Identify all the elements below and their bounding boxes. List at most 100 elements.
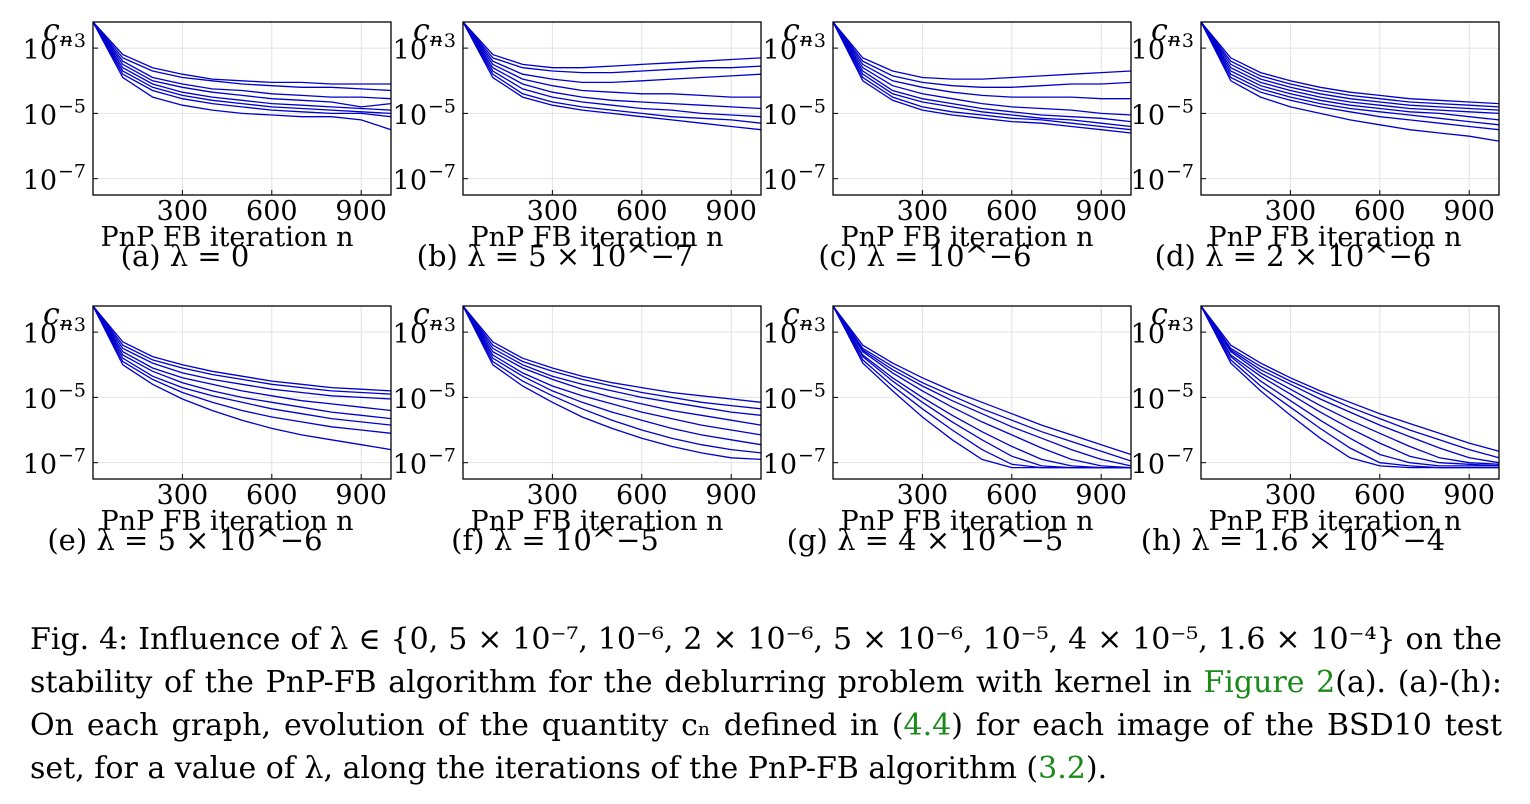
series-line-1 [92,305,392,392]
y-tick-exponent: −3 [1166,314,1194,336]
series-line-1 [92,21,391,85]
x-axis-label: PnP FB iteration n [470,506,723,537]
y-tick-exponent: −5 [428,95,456,117]
series-line-5 [832,305,1131,469]
series-line-5 [1200,21,1500,121]
plot-frame [462,21,762,196]
series-line-7 [92,21,392,118]
caption-c: (c) λ = 10^−6 [818,239,1032,273]
series-line-1 [832,305,1132,456]
caption-e: (e) λ = 5 × 10^−6 [47,523,323,557]
series-line-2 [462,305,762,410]
y-tick-label: 10 [393,384,427,415]
series-line-4 [92,305,392,412]
series-line-6 [832,21,1132,128]
series-line-6 [832,305,1131,469]
y-tick-label: 10 [23,166,57,197]
panel-c: 300 600 900 10 −3 10 −5 10 −7 cn PnP FB iteration … [740,0,1132,290]
x-tick-label: 600 [246,196,298,227]
series-line-8 [462,21,762,131]
y-tick-exponent: −3 [428,314,456,336]
caption-d: (d) λ = 2 × 10^−6 [1154,239,1432,273]
eq-4-4-link[interactable]: 4.4 [903,708,952,743]
x-tick-label: 300 [527,196,579,227]
y-tick-label: 10 [23,100,57,131]
x-tick-label: 900 [1443,480,1495,511]
x-tick-label: 900 [335,196,387,227]
y-axis-label: cn [43,297,73,335]
series-line-3 [92,21,392,100]
y-tick-exponent: −5 [428,379,456,401]
y-tick-label: 10 [393,35,427,66]
series-line-4 [462,305,762,426]
panel-f: 300 600 900 10 −3 10 −5 10 −7 cn PnP FB iteration … [370,284,762,574]
y-axis-label: cn [783,13,813,51]
series-line-1 [832,21,1132,80]
x-axis-label: PnP FB iteration n [1208,506,1461,537]
y-tick-exponent: −3 [58,30,86,52]
y-tick-label: 10 [1131,100,1165,131]
y-tick-label: 10 [763,319,797,350]
series-line-1 [1200,305,1500,452]
series-line-2 [832,305,1132,462]
y-tick-label: 10 [23,35,57,66]
series-line-7 [462,305,762,454]
panel-g: 300 600 900 10 −3 10 −5 10 −7 cn PnP FB iteration … [740,284,1132,574]
plot-frame [1200,305,1500,480]
x-axis-label: PnP FB iteration n [1208,222,1461,253]
figure-2-link[interactable]: Figure 2 [1203,665,1336,700]
series-line-5 [1200,305,1500,467]
y-axis-label: cn [413,13,443,51]
series-line-7 [92,305,392,434]
x-axis-label: PnP FB iteration n [470,222,723,253]
series-line-2 [832,21,1132,88]
series-line-6 [92,21,392,115]
series-line-7 [832,21,1132,131]
x-tick-label: 900 [1075,480,1127,511]
series-line-3 [92,305,392,400]
plot-frame [832,305,1132,480]
series-line-4 [832,305,1132,469]
series-line-5 [832,21,1132,123]
series-line-2 [92,21,392,92]
y-tick-label: 10 [23,384,57,415]
y-tick-label: 10 [1131,384,1165,415]
series-line-2 [462,21,762,74]
y-tick-exponent: −5 [798,379,826,401]
y-tick-exponent: −7 [1166,161,1194,183]
x-axis-label: PnP FB iteration n [100,222,353,253]
series-line-4 [462,21,761,98]
y-tick-exponent: −7 [428,161,456,183]
x-tick-label: 900 [705,196,757,227]
x-tick-label: 300 [157,480,209,511]
y-tick-label: 10 [1131,166,1165,197]
y-tick-label: 10 [1131,450,1165,481]
series-line-6 [92,305,392,426]
x-axis-label: PnP FB iteration n [840,506,1093,537]
y-tick-label: 10 [23,450,57,481]
series-line-6 [1200,21,1500,126]
y-tick-label: 10 [393,166,427,197]
series-line-8 [832,21,1132,134]
x-tick-label: 300 [897,480,949,511]
figure-grid: 300 600 900 10 −3 10 −5 10 −7 cn PnP FB iteration … [23,0,1500,574]
series-line-6 [462,305,762,446]
series-line-3 [462,21,762,84]
y-axis-label: cn [783,297,813,335]
caption-b: (b) λ = 5 × 10^−7 [416,239,694,273]
x-axis-label: PnP FB iteration n [100,506,353,537]
plot-frame [832,21,1132,196]
x-tick-label: 900 [1075,196,1127,227]
x-tick-label: 600 [1354,480,1406,511]
x-tick-label: 300 [897,196,949,227]
series-line-5 [92,305,392,420]
alg-3-2-link[interactable]: 3.2 [1038,751,1086,786]
y-tick-exponent: −5 [798,95,826,117]
y-tick-exponent: −7 [58,445,86,467]
caption-line-3-post: ) for each image of the [951,708,1315,743]
y-axis-label: cn [1151,13,1181,51]
y-tick-exponent: −5 [58,95,86,117]
